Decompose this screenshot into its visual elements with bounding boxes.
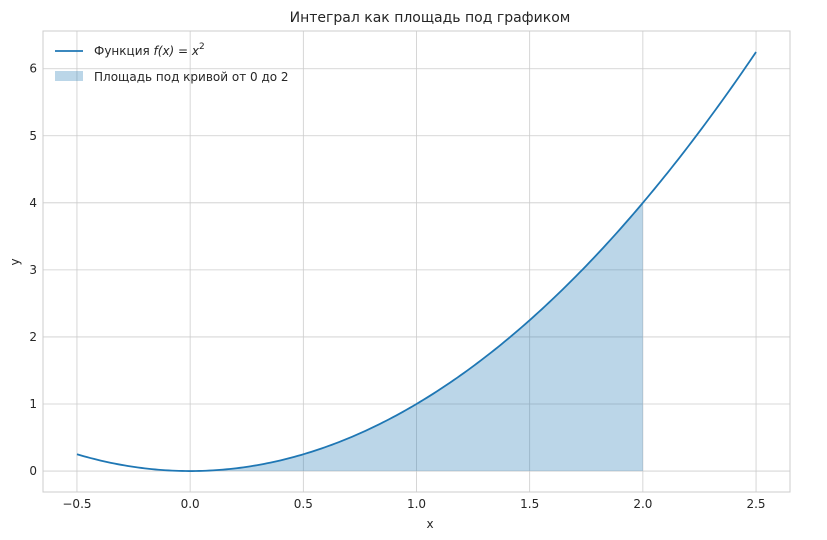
x-tick-label: 1.5 [520,497,539,511]
chart-title: Интеграл как площадь под графиком [290,10,571,26]
x-axis-label: x [426,517,433,531]
legend: Функция f(x) = x2 Площадь под кривой от … [55,42,289,84]
legend-line-label: Функция f(x) = x2 [94,42,205,58]
x-tick-label: −0.5 [62,497,91,511]
area-under-curve [190,202,643,472]
legend-line-prefix: Функция [94,44,154,58]
y-axis-label: y [8,258,22,265]
grid [43,31,790,492]
plot-frame [42,30,791,493]
x-tick-label: 0.0 [181,497,200,511]
y-tick-label: 1 [29,397,37,411]
x-tick-label: 1.0 [407,497,426,511]
legend-line-superscript: 2 [199,42,205,52]
y-tick-label: 0 [29,464,37,478]
y-tick-label: 5 [29,129,37,143]
x-tick-label: 2.5 [746,497,765,511]
legend-fill-label: Площадь под кривой от 0 до 2 [94,70,289,84]
x-tick-label: 2.0 [633,497,652,511]
y-tick-label: 6 [29,62,37,76]
y-axis-ticks: 0 1 2 3 4 5 6 [29,62,37,478]
legend-line-math: f(x) = x [154,44,200,58]
x-tick-label: 0.5 [294,497,313,511]
y-tick-label: 4 [29,196,37,210]
x-axis-ticks: −0.5 0.0 0.5 1.0 1.5 2.0 2.5 [62,497,765,511]
legend-fill-swatch [55,71,83,81]
y-tick-label: 3 [29,263,37,277]
y-tick-label: 2 [29,330,37,344]
function-curve [76,51,757,472]
